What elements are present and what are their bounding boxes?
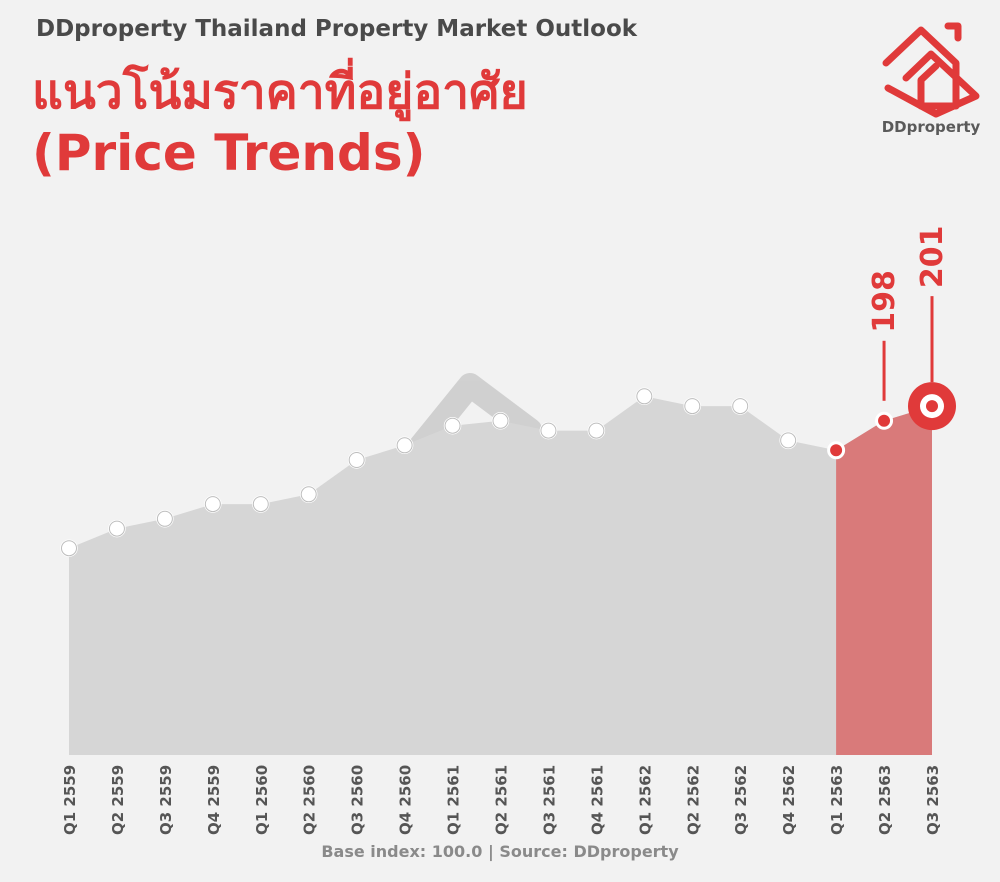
page-title-thai: แนวโน้มราคาที่อยู่อาศัย [32, 64, 528, 120]
data-point-outline [300, 486, 317, 503]
x-tick-label: Q4 2559 [205, 765, 223, 835]
data-point-outline [540, 422, 557, 439]
x-tick-label: Q4 2562 [780, 765, 798, 835]
data-label: 201 [915, 225, 950, 288]
plot-area: 198 201 Q1 2559 Q2 2559 Q3 2559 Q4 2559 Q1 256… [60, 225, 956, 835]
data-point [827, 441, 846, 460]
x-tick-label: Q3 2559 [157, 765, 175, 835]
ddproperty-house-logo-icon [882, 22, 980, 118]
data-point-outline [636, 388, 653, 405]
data-point-outline [204, 496, 221, 513]
x-tick-label: Q1 2562 [636, 765, 654, 835]
x-tick-label: Q1 2563 [828, 765, 846, 835]
data-point-outline [252, 496, 269, 513]
data-point-current [926, 400, 938, 413]
data-point-outline [780, 432, 797, 449]
x-tick-label: Q3 2563 [924, 765, 942, 835]
x-tick-label: Q2 2560 [301, 765, 319, 835]
x-tick-label: Q4 2560 [397, 765, 415, 835]
data-point-outline [444, 417, 461, 434]
price-area [69, 396, 932, 755]
data-point-outline [396, 437, 413, 454]
data-point-outline [156, 510, 173, 527]
brand-name: DDproperty [881, 118, 981, 136]
x-tick-label: Q1 2559 [61, 765, 79, 835]
data-point [875, 411, 894, 430]
x-tick-label: Q3 2562 [732, 765, 750, 835]
source-note: Base index: 100.0 | Source: DDproperty [321, 842, 679, 861]
x-tick-label: Q3 2560 [349, 765, 367, 835]
highlight-area [836, 406, 932, 755]
x-tick-label: Q2 2562 [684, 765, 702, 835]
data-point-outline [684, 398, 701, 415]
x-tick-label: Q4 2561 [588, 765, 606, 835]
data-point-outline [732, 398, 749, 415]
x-tick-label: Q2 2563 [876, 765, 894, 835]
data-point-outline [492, 412, 509, 429]
header-kicker: DDproperty Thailand Property Market Outl… [36, 16, 638, 42]
x-tick-label: Q2 2559 [109, 765, 127, 835]
brand-logo: DDproperty [876, 18, 986, 142]
data-label: 198 [867, 270, 902, 333]
data-point-outline [348, 452, 365, 468]
x-tick-label: Q1 2560 [253, 765, 271, 835]
x-tick-label: Q1 2561 [445, 765, 463, 835]
page-title-english: (Price Trends) [32, 124, 426, 182]
x-tick-label: Q2 2561 [493, 765, 511, 835]
data-point-outline [61, 540, 77, 557]
x-tick-label: Q3 2561 [540, 765, 558, 835]
price-trend-chart: 198 201 Q1 2559 Q2 2559 Q3 2559 Q4 2559 Q1 256… [60, 225, 956, 835]
data-point-outline [108, 520, 125, 537]
data-point-outline [588, 422, 605, 439]
